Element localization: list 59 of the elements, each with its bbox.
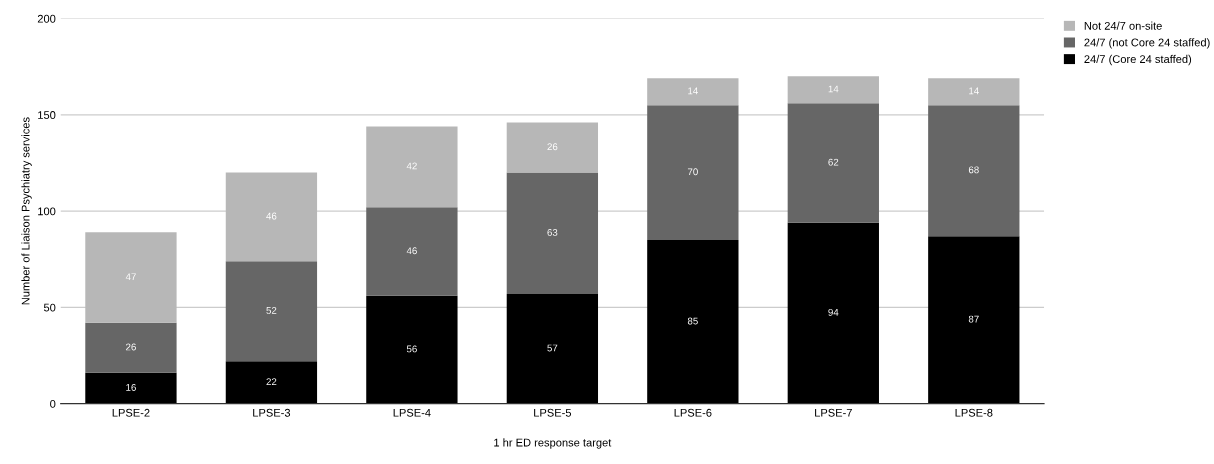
x-tick-label: LPSE-6 [674, 408, 712, 417]
data-label: 14 [688, 87, 698, 95]
bar [928, 78, 1020, 106]
bar [366, 126, 458, 208]
data-label: 85 [687, 317, 698, 325]
y-axis-title: Number of Liaison Psychiatry services [21, 117, 32, 305]
y-tick-label: 100 [38, 207, 56, 216]
data-label: 46 [266, 212, 277, 220]
bar [85, 372, 177, 404]
bar [647, 78, 739, 106]
y-tick-label: 0 [50, 399, 56, 408]
x-tick-label: LPSE-3 [253, 408, 291, 417]
data-label: 26 [126, 343, 136, 351]
bar [928, 236, 1020, 404]
bar [225, 361, 318, 404]
y-tick-label: 50 [43, 303, 56, 312]
data-label: 42 [406, 162, 417, 170]
data-label: 47 [125, 273, 136, 281]
data-label: 70 [687, 168, 698, 176]
data-label: 14 [969, 87, 979, 95]
bar [506, 122, 599, 173]
legend-label: 24/7 (not Core 24 staffed) [1084, 38, 1210, 49]
bar [647, 240, 739, 404]
data-label: 94 [828, 308, 839, 316]
legend-label: 24/7 (Core 24 staffed) [1084, 54, 1192, 66]
data-label: 14 [828, 85, 839, 93]
x-tick-label: LPSE-4 [393, 408, 431, 417]
bar [225, 172, 318, 262]
data-label: 68 [968, 166, 979, 174]
bar [647, 105, 739, 240]
legend-label: Not 24/7 on-site [1084, 21, 1162, 30]
data-label: 46 [406, 247, 417, 255]
bar [85, 322, 177, 373]
y-tick-label: 150 [38, 111, 56, 119]
y-tick-label: 200 [37, 14, 56, 23]
x-tick-label: LPSE-7 [815, 408, 852, 417]
data-label: 87 [968, 315, 979, 323]
bar [506, 293, 599, 404]
data-label: 16 [126, 384, 136, 391]
bar [366, 295, 458, 404]
x-tick-label: LPSE-5 [534, 408, 572, 417]
bar [366, 207, 458, 296]
data-label: 63 [547, 228, 558, 236]
x-tick-label: LPSE-2 [112, 408, 150, 417]
bar [928, 105, 1020, 237]
data-label: 22 [266, 378, 277, 386]
data-label: 56 [406, 345, 417, 353]
x-axis-title: 1 hr ED response target [494, 438, 612, 449]
data-label: 52 [266, 306, 277, 314]
data-label: 62 [828, 158, 839, 166]
bar [506, 172, 599, 294]
x-tick-label: LPSE-8 [955, 408, 993, 417]
bar [225, 261, 318, 362]
bar [787, 76, 879, 104]
data-label: 26 [547, 143, 558, 151]
bar [787, 103, 879, 223]
bar [85, 232, 177, 323]
data-label: 57 [547, 344, 558, 352]
bar [787, 222, 879, 404]
